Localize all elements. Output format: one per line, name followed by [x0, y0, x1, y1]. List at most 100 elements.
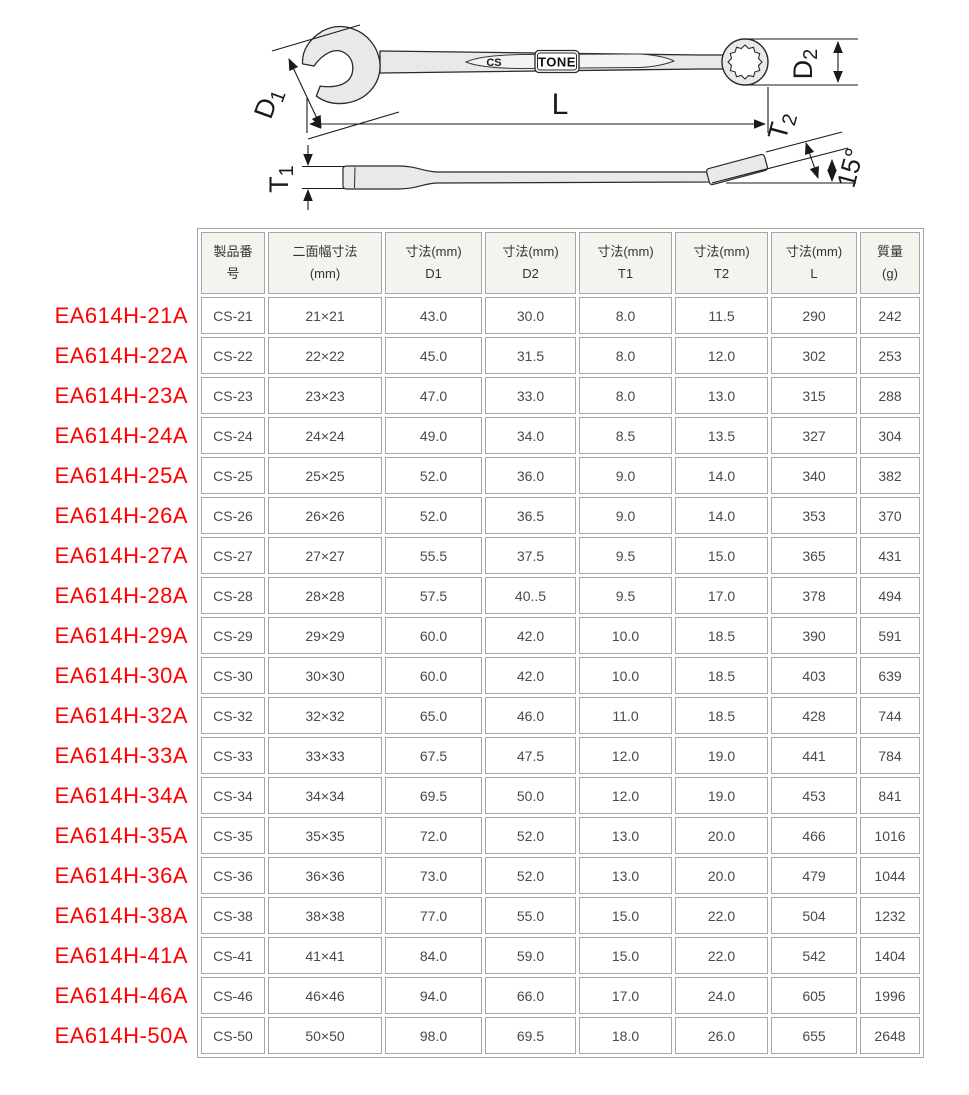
table-row: CS-26 26×26 52.0 36.5 9.0 14.0 353 370	[201, 497, 920, 534]
spec-table: 製品番 号 二面幅寸法 (mm) 寸法(mm) D1	[197, 228, 924, 1058]
cell-t1: 9.5	[579, 537, 672, 574]
product-code-link[interactable]: EA614H-41A	[54, 943, 188, 968]
product-code-link[interactable]: EA614H-35A	[54, 823, 188, 848]
product-code-link[interactable]: EA614H-50A	[54, 1023, 188, 1048]
dim-label-d1: D1	[248, 83, 290, 123]
cell-t2: 13.5	[675, 417, 768, 454]
cell-model: CS-21	[201, 297, 265, 334]
column-header: 寸法(mm) T2	[675, 232, 768, 294]
table-row: CS-41 41×41 84.0 59.0 15.0 22.0 542 1404	[201, 937, 920, 974]
cell-t1: 8.0	[579, 297, 672, 334]
column-header: 寸法(mm) L	[771, 232, 857, 294]
side-angled-head	[705, 153, 769, 186]
cell-l: 453	[771, 777, 857, 814]
cell-l: 353	[771, 497, 857, 534]
cell-d1: 77.0	[385, 897, 482, 934]
angle-label: 15°	[831, 145, 870, 191]
cell-width-across-flats: 35×35	[268, 817, 382, 854]
product-code-link[interactable]: EA614H-25A	[54, 463, 188, 488]
product-code-link[interactable]: EA614H-27A	[54, 543, 188, 568]
column-header: 製品番 号	[201, 232, 265, 294]
table-row: CS-46 46×46 94.0 66.0 17.0 24.0 605 1996	[201, 977, 920, 1014]
cell-mass: 1044	[860, 857, 920, 894]
cell-t1: 8.5	[579, 417, 672, 454]
cell-t2: 11.5	[675, 297, 768, 334]
cell-d1: 84.0	[385, 937, 482, 974]
product-code-link[interactable]: EA614H-28A	[54, 583, 188, 608]
cell-width-across-flats: 41×41	[268, 937, 382, 974]
cell-l: 390	[771, 617, 857, 654]
cell-l: 466	[771, 817, 857, 854]
product-code-link[interactable]: EA614H-24A	[54, 423, 188, 448]
cell-d2: 42.0	[485, 657, 576, 694]
cell-d2: 30.0	[485, 297, 576, 334]
cell-d2: 52.0	[485, 817, 576, 854]
cell-l: 365	[771, 537, 857, 574]
cell-d1: 65.0	[385, 697, 482, 734]
brand-logo-text: TONE	[538, 55, 576, 70]
cell-d2: 31.5	[485, 337, 576, 374]
cell-d1: 43.0	[385, 297, 482, 334]
product-code-link[interactable]: EA614H-38A	[54, 903, 188, 928]
dim-d2	[747, 38, 858, 86]
table-row: CS-38 38×38 77.0 55.0 15.0 22.0 504 1232	[201, 897, 920, 934]
table-row: CS-50 50×50 98.0 69.5 18.0 26.0 655 2648	[201, 1017, 920, 1054]
cell-width-across-flats: 30×30	[268, 657, 382, 694]
cell-mass: 639	[860, 657, 920, 694]
cell-model: CS-41	[201, 937, 265, 974]
cell-t2: 20.0	[675, 857, 768, 894]
table-row: CS-24 24×24 49.0 34.0 8.5 13.5 327 304	[201, 417, 920, 454]
dim-label-l: L	[552, 88, 569, 121]
dim-label-t2: T2	[762, 108, 802, 143]
product-code-link[interactable]: EA614H-26A	[54, 503, 188, 528]
table-row: CS-23 23×23 47.0 33.0 8.0 13.0 315 288	[201, 377, 920, 414]
cell-d1: 60.0	[385, 617, 482, 654]
cell-mass: 304	[860, 417, 920, 454]
product-code-link[interactable]: EA614H-34A	[54, 783, 188, 808]
cell-t1: 12.0	[579, 777, 672, 814]
cell-model: CS-36	[201, 857, 265, 894]
dim-t2	[765, 131, 843, 179]
table-row: CS-27 27×27 55.5 37.5 9.5 15.0 365 431	[201, 537, 920, 574]
shaft-mark-cs: CS	[486, 57, 501, 69]
wrench-diagram-svg: CS TONE D1	[248, 24, 870, 210]
table-row: CS-32 32×32 65.0 46.0 11.0 18.5 428 744	[201, 697, 920, 734]
product-code-link[interactable]: EA614H-32A	[54, 703, 188, 728]
table-row: CS-30 30×30 60.0 42.0 10.0 18.5 403 639	[201, 657, 920, 694]
cell-mass: 431	[860, 537, 920, 574]
product-code-link[interactable]: EA614H-46A	[54, 983, 188, 1008]
cell-model: CS-28	[201, 577, 265, 614]
cell-t1: 13.0	[579, 857, 672, 894]
cell-model: CS-23	[201, 377, 265, 414]
dim-l	[306, 87, 769, 133]
cell-model: CS-32	[201, 697, 265, 734]
cell-t1: 15.0	[579, 937, 672, 974]
cell-t2: 22.0	[675, 937, 768, 974]
product-code-link[interactable]: EA614H-30A	[54, 663, 188, 688]
cell-t2: 13.0	[675, 377, 768, 414]
cell-width-across-flats: 36×36	[268, 857, 382, 894]
cell-width-across-flats: 34×34	[268, 777, 382, 814]
cell-l: 655	[771, 1017, 857, 1054]
cell-t2: 18.5	[675, 697, 768, 734]
product-code-link[interactable]: EA614H-29A	[54, 623, 188, 648]
product-code-link[interactable]: EA614H-22A	[54, 343, 188, 368]
cell-l: 479	[771, 857, 857, 894]
product-code-link[interactable]: EA614H-23A	[54, 383, 188, 408]
product-code-link[interactable]: EA614H-33A	[54, 743, 188, 768]
cell-d1: 72.0	[385, 817, 482, 854]
product-code-link[interactable]: EA614H-36A	[54, 863, 188, 888]
cell-d1: 69.5	[385, 777, 482, 814]
column-header: 二面幅寸法 (mm)	[268, 232, 382, 294]
cell-d2: 36.5	[485, 497, 576, 534]
cell-width-across-flats: 21×21	[268, 297, 382, 334]
cell-mass: 253	[860, 337, 920, 374]
cell-t1: 10.0	[579, 617, 672, 654]
cell-d1: 73.0	[385, 857, 482, 894]
table-row: CS-25 25×25 52.0 36.0 9.0 14.0 340 382	[201, 457, 920, 494]
product-code-column: EA614H-21A EA614H-22A EA614H-23A EA614H-…	[0, 228, 197, 1057]
cell-t2: 26.0	[675, 1017, 768, 1054]
cell-t1: 17.0	[579, 977, 672, 1014]
cell-l: 315	[771, 377, 857, 414]
product-code-link[interactable]: EA614H-21A	[54, 303, 188, 328]
